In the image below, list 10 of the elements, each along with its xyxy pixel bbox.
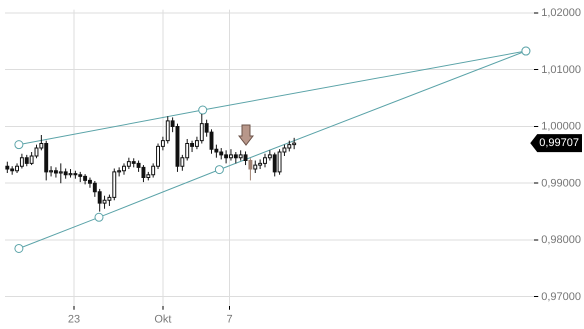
x-tick-label: 23 (68, 313, 80, 326)
y-tick-label: 0,99000 (541, 177, 582, 190)
text: 0,99707 (539, 137, 580, 150)
y-tick-label: 1,01000 (541, 64, 582, 76)
y-tick-label: 1,02000 (541, 7, 582, 20)
y-tick-label: 1,00000 (541, 120, 582, 133)
y-tick-label: 0,98000 (541, 234, 582, 246)
x-tick-label: 7 (226, 313, 233, 326)
x-tick-label: Okt (154, 313, 172, 326)
y-tick-label: 0,97000 (541, 290, 582, 303)
